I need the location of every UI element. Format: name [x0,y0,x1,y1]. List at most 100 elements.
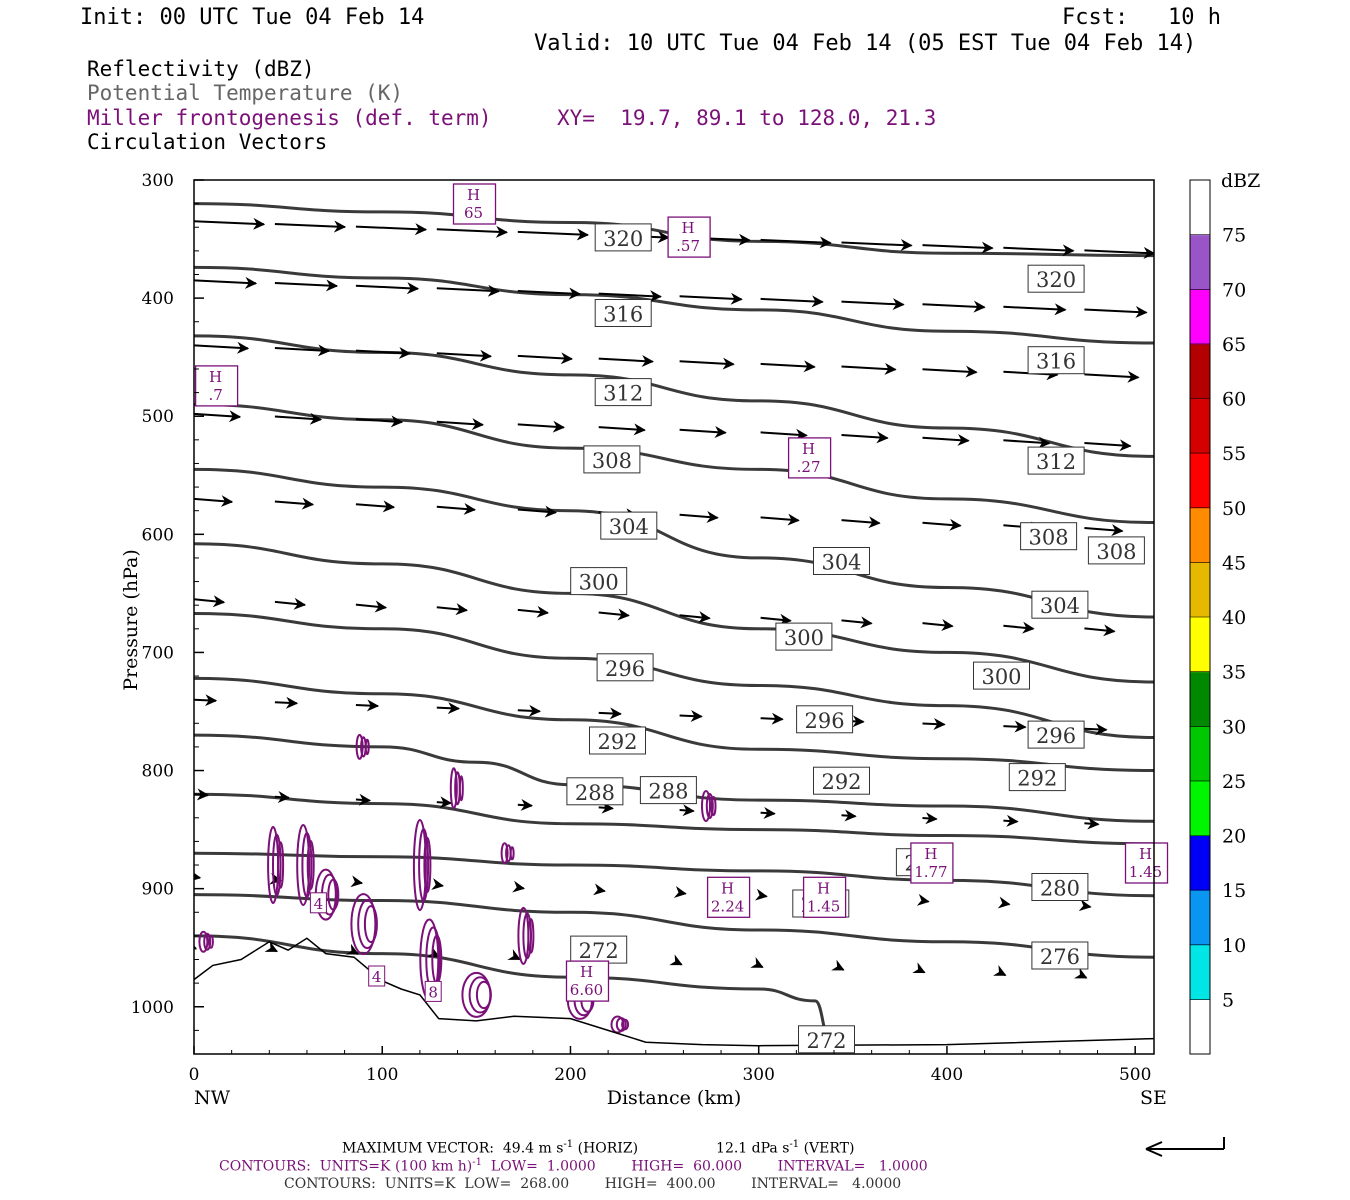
colorbar-swatch [1190,343,1210,399]
circulation-vector [669,954,683,966]
y-tick-label: 500 [142,407,174,427]
high-label: H [802,440,815,458]
theta-contour-label: 320 [594,223,652,252]
circulation-vector [1084,624,1116,637]
theta-label-box [813,547,870,575]
frontogenesis-contour [203,932,212,951]
theta-label-text: 312 [1036,450,1076,474]
theta-label-box [639,776,697,805]
frontogenesis-contour [412,819,427,911]
frontogenesis-contour [500,842,509,865]
theta-contour-label: 308 [1087,536,1145,565]
high-box [452,183,497,225]
contour-labels: 320 320 316 316 312 312 308 308 308 304 304 304 300 3… [194,183,1169,1054]
frontogenesis-small-label: 8 [424,980,442,1002]
theta-contour-label: 276 [1031,941,1089,970]
circulation-vector [274,791,291,804]
theta-contour-280 [194,851,1154,898]
circulation-vector [274,412,323,425]
circulation-vector [997,896,1011,909]
frontogenesis-high: H6.60 [565,960,610,1002]
circulation-vector [760,806,776,819]
colorbar-label: 35 [1222,662,1246,684]
theta-contour-label: 304 [600,511,658,540]
frontogenesis-high: H1.77 [910,842,954,884]
circulation-vector [922,434,970,446]
theta-label-text: 288 [575,781,615,805]
theta-contour-label: 292 [813,766,870,795]
y-tick-label: 800 [142,762,174,782]
circulation-vector [598,608,630,621]
theta-contour-300 [194,542,1154,684]
circulation-vector [1084,439,1132,452]
circulation-vector [355,699,380,712]
circulation-vector [922,300,986,313]
circulation-vector [1084,817,1100,830]
circulation-vector [841,431,889,444]
max-vector-vert-exp: -1 [789,1139,800,1150]
circulation-vector [1003,303,1067,316]
theta-contour-info: CONTOURS: UNITS=K LOW= 268.00 HIGH= 400.… [284,1176,902,1192]
theta-contour-label: 304 [1031,590,1089,619]
theta-label-text: 308 [1096,540,1136,564]
theta-label-text: 312 [603,382,643,406]
frontogenesis-contour [363,905,378,944]
theta-label-text: 320 [603,227,643,251]
colorbar-label: 55 [1222,443,1246,465]
frontogenesis-high: H.27 [787,437,832,479]
colorbar-label: 60 [1222,389,1246,411]
high-box [194,365,239,407]
theta-contour-312 [194,334,1154,458]
frontogenesis-contour [475,980,492,1010]
theta-label-text: 308 [1029,526,1069,550]
circulation-vector [912,962,926,974]
circulation-vector [274,344,331,357]
frontogenesis-high: H.57 [667,216,711,258]
circulation-vector [1003,720,1027,733]
circulation-vector [436,502,476,515]
circulation-vector [1074,967,1088,979]
theta-label-box [1031,873,1089,901]
theta-label-text: 280 [1040,877,1080,901]
theta-label-box [570,935,628,964]
frontogenesis-high: H1.45 [1124,842,1169,884]
high-box [706,876,751,918]
theta-contour-label: 304 [813,547,870,575]
colorbar-swatch [1190,726,1210,782]
theta-label-box [973,661,1030,690]
theta-label-text: 292 [1017,767,1057,791]
frontogenesis-contour-info: CONTOURS: UNITS=K (100 km h)-1 LOW= 1.00… [219,1157,928,1175]
circulation-vector [760,513,800,526]
circulation-vector [760,613,792,626]
theta-contour-label: 300 [973,661,1030,690]
colorbar-swatch [1190,507,1210,563]
frontogenesis-high: H2.24 [706,876,751,918]
theta-label-box [798,1025,855,1054]
field-theta-label: Potential Temperature (K) [87,81,404,105]
frontogenesis-contour [327,878,340,911]
theta-label-box [583,445,641,474]
frontogenesis-contour [207,934,214,949]
small-label-box [368,965,386,987]
colorbar-label: 10 [1222,935,1246,957]
frontogenesis-contour [610,1015,625,1034]
theta-contour-label: 288 [639,776,697,805]
circulation-vector [598,290,662,303]
x-left-end-label: NW [194,1087,231,1109]
high-box [565,960,610,1002]
frontogenesis-contour [423,837,432,893]
high-label: H [721,879,734,897]
small-label-text: 8 [428,983,438,1001]
theta-label-text: 296 [805,709,845,733]
circulation-vector [841,239,913,252]
colorbar-label: 5 [1222,989,1234,1011]
frontogenesis-small-label: 4 [368,965,386,987]
theta-contour-316 [194,265,1154,345]
frontogenesis-contour [615,1017,627,1032]
circulation-vector [679,710,703,723]
circulation-vector [517,704,541,717]
terrain-line [194,937,1154,1047]
circulation-vector [760,236,832,249]
theta-contour-292 [194,676,1154,772]
max-vector-vert: 12.1 dPa s [716,1140,790,1157]
